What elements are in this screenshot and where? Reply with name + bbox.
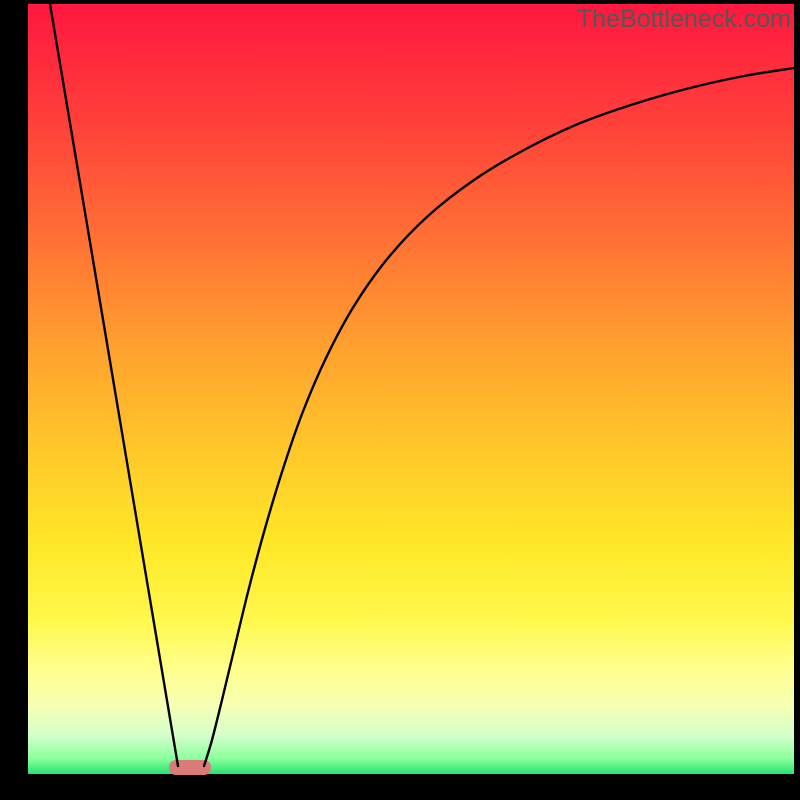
bottleneck-curve [0,0,800,800]
watermark-text: TheBottleneck.com [577,5,791,34]
chart-frame: TheBottleneck.com [0,0,800,800]
